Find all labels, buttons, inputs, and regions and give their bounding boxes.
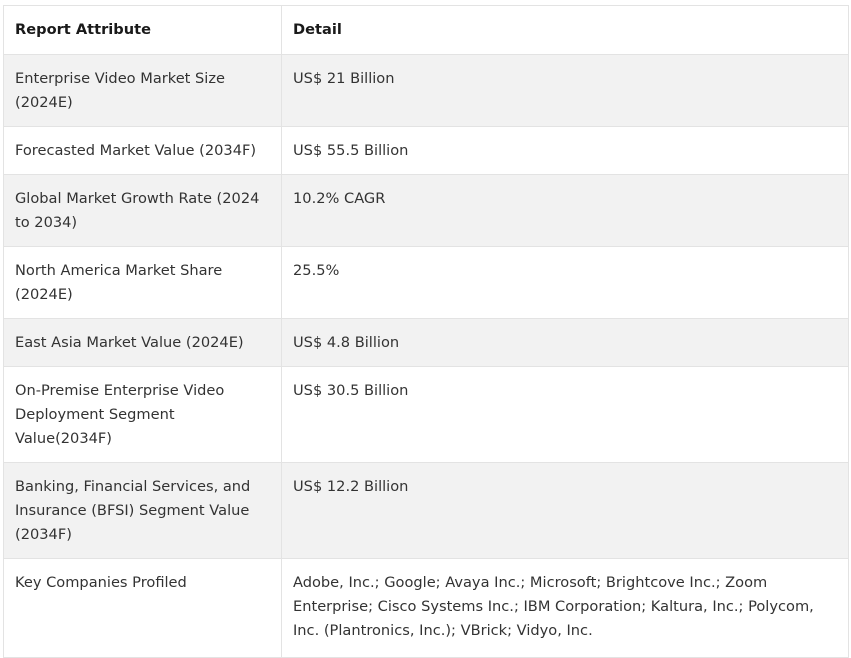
detail-cell: US$ 30.5 Billion [281, 366, 849, 463]
attribute-cell: Global Market Growth Rate (2024 to 2034) [3, 174, 282, 247]
attribute-cell: Key Companies Profiled [3, 558, 282, 658]
table-header-row: Report Attribute Detail [3, 5, 849, 55]
attribute-cell: North America Market Share (2024E) [3, 246, 282, 319]
detail-cell: US$ 12.2 Billion [281, 462, 849, 559]
attribute-cell: Banking, Financial Services, and Insuran… [3, 462, 282, 559]
detail-cell: 25.5% [281, 246, 849, 319]
report-attributes-table: Report Attribute Detail Enterprise Video… [3, 5, 849, 658]
attribute-cell: On-Premise Enterprise Video Deployment S… [3, 366, 282, 463]
column-header-detail: Detail [281, 5, 849, 55]
table-row: Forecasted Market Value (2034F) US$ 55.5… [3, 126, 849, 175]
table-row: On-Premise Enterprise Video Deployment S… [3, 366, 849, 463]
column-header-attribute: Report Attribute [3, 5, 282, 55]
detail-cell: US$ 4.8 Billion [281, 318, 849, 367]
attribute-cell: Forecasted Market Value (2034F) [3, 126, 282, 175]
detail-cell: US$ 55.5 Billion [281, 126, 849, 175]
table-row: Global Market Growth Rate (2024 to 2034)… [3, 174, 849, 247]
detail-cell: Adobe, Inc.; Google; Avaya Inc.; Microso… [281, 558, 849, 658]
table-row: Enterprise Video Market Size (2024E) US$… [3, 54, 849, 127]
table-row: North America Market Share (2024E) 25.5% [3, 246, 849, 319]
detail-cell: US$ 21 Billion [281, 54, 849, 127]
table-row: Key Companies Profiled Adobe, Inc.; Goog… [3, 558, 849, 658]
detail-cell: 10.2% CAGR [281, 174, 849, 247]
attribute-cell: East Asia Market Value (2024E) [3, 318, 282, 367]
attribute-cell: Enterprise Video Market Size (2024E) [3, 54, 282, 127]
table-row: Banking, Financial Services, and Insuran… [3, 462, 849, 559]
table-row: East Asia Market Value (2024E) US$ 4.8 B… [3, 318, 849, 367]
